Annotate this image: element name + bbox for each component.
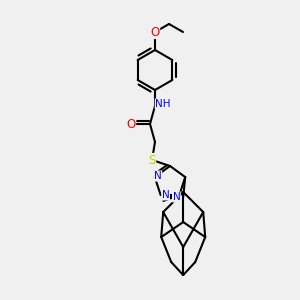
- Text: N: N: [154, 171, 162, 181]
- Text: N: N: [172, 192, 180, 202]
- Text: S: S: [148, 154, 156, 166]
- Text: N: N: [162, 190, 170, 200]
- Text: O: O: [150, 26, 160, 38]
- Text: NH: NH: [155, 99, 171, 109]
- Text: O: O: [126, 118, 136, 130]
